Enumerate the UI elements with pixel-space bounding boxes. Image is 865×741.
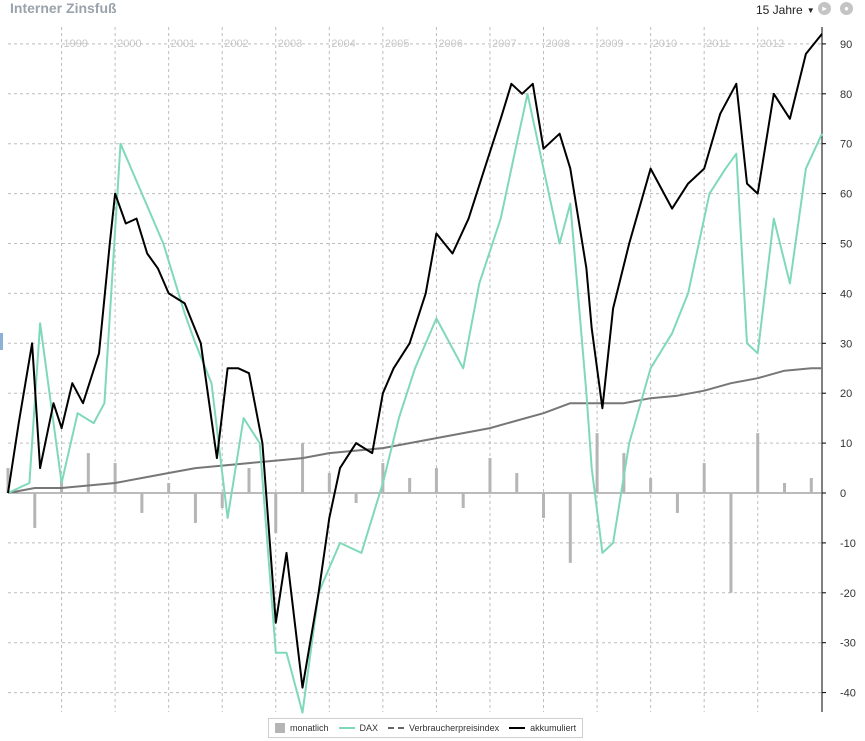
x-tick-label: 2006 (438, 38, 462, 50)
monthly-bar (193, 493, 197, 523)
x-tick-label: 2004 (331, 38, 355, 50)
y-tick-label: 90 (840, 39, 852, 51)
y-tick-label: -30 (840, 638, 856, 650)
y-tick-label: 70 (840, 139, 852, 151)
y-tick-label: -40 (840, 688, 856, 700)
y-tick-label: 20 (840, 388, 852, 400)
y-tick-label: -10 (840, 538, 856, 550)
y-tick-label: 80 (840, 89, 852, 101)
legend-swatch-monthly (275, 723, 285, 733)
monthly-bar (649, 478, 653, 493)
legend-label-cpi: Verbraucherpreisindex (409, 723, 500, 733)
legend-item-dax[interactable]: DAX (338, 723, 379, 733)
x-tick-label: 2007 (492, 38, 516, 50)
y-tick-label: 40 (840, 288, 852, 300)
dropdown-caret-icon: ▼ (806, 6, 815, 15)
settings-icon[interactable]: ● (840, 2, 853, 15)
chart-title: Interner Zinsfuß (10, 0, 117, 16)
monthly-bar (702, 463, 706, 493)
x-tick-label: 2009 (599, 38, 623, 50)
legend-item-monthly[interactable]: monatlich (275, 723, 329, 733)
y-tick-label: -20 (840, 588, 856, 600)
monthly-bar (756, 433, 760, 493)
monthly-bar (729, 493, 733, 593)
panel-tab-handle[interactable] (0, 333, 3, 350)
y-tick-label: 0 (840, 488, 846, 500)
legend-swatch-dax (338, 727, 355, 729)
x-tick-label: 2008 (546, 38, 570, 50)
y-tick-label: 30 (840, 338, 852, 350)
monthly-bar (354, 493, 358, 503)
monthly-bar (408, 478, 412, 493)
cumulative-line (7, 33, 823, 689)
monthly-bar (113, 463, 117, 493)
monthly-bar (461, 493, 465, 508)
monthly-bar (6, 468, 10, 493)
monthly-bar (33, 493, 37, 528)
export-icon[interactable]: ▸ (818, 2, 831, 15)
monthly-bar (809, 478, 813, 493)
monthly-bar (595, 433, 599, 493)
time-range-label: 15 Jahre (756, 3, 803, 17)
legend-label-monthly: monatlich (290, 723, 329, 733)
monthly-bar (274, 493, 278, 533)
legend-item-cpi[interactable]: Verbraucherpreisindex (388, 723, 499, 733)
cpi-line (7, 367, 822, 494)
monthly-bar (568, 493, 572, 563)
y-tick-label: 10 (840, 438, 852, 450)
y-tick-label: 50 (840, 239, 852, 251)
dax-line (7, 92, 823, 714)
monthly-bar (783, 483, 787, 493)
monthly-bar (220, 493, 224, 508)
monthly-bar (515, 473, 519, 493)
legend-item-cumulative[interactable]: akkumuliert (509, 723, 576, 733)
legend-swatch-cumulative (509, 727, 526, 729)
monthly-bar (675, 493, 679, 513)
monthly-bar (86, 453, 90, 493)
monthly-bar (140, 493, 144, 513)
monthly-bar (381, 463, 385, 493)
time-range-dropdown[interactable]: 15 Jahre ▼ (756, 3, 815, 17)
x-tick-label: 2005 (385, 38, 409, 50)
monthly-bar (327, 473, 331, 493)
y-tick-label: 60 (840, 189, 852, 201)
chart-legend: monatlich DAX Verbraucherpreisindex akku… (268, 718, 584, 738)
monthly-bar (167, 483, 171, 493)
monthly-bar (247, 468, 251, 493)
monthly-bar (60, 478, 64, 493)
monthly-bar (301, 443, 305, 493)
monthly-bar (488, 458, 492, 493)
monthly-bar (434, 468, 438, 493)
legend-swatch-cpi (388, 727, 405, 729)
legend-label-dax: DAX (359, 723, 379, 733)
monthly-bar (542, 493, 546, 518)
legend-label-cumulative: akkumuliert (530, 723, 577, 733)
